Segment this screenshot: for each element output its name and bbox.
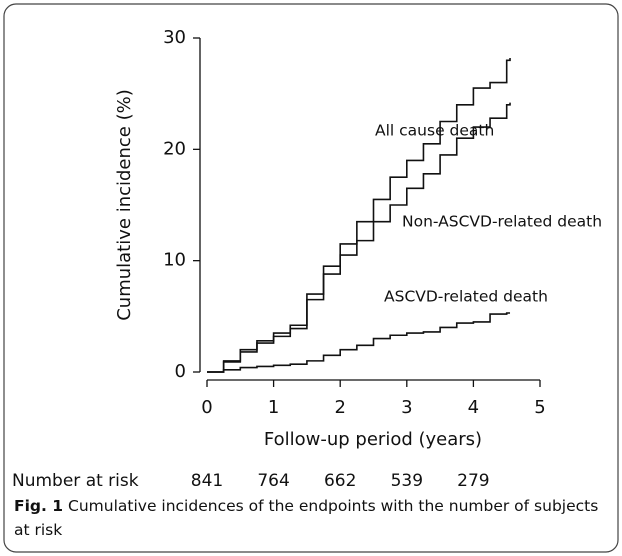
series-line [207,312,511,373]
x-tick-label: 4 [468,397,479,418]
caption-text: Cumulative incidences of the endpoints w… [14,497,599,539]
y-axis-title: Cumulative incidence (%) [114,89,135,321]
x-axis-title: Follow-up period (years) [264,429,482,450]
caption: Fig. 1 Cumulative incidences of the endp… [14,494,610,542]
risk-value: 841 [191,471,223,491]
frame [3,3,619,553]
series-label: ASCVD-related death [384,288,548,306]
risk-label: Number at risk [12,471,139,491]
series-label: Non-ASCVD-related death [402,213,602,231]
series-line [207,102,511,373]
y-tick-label: 20 [163,138,186,159]
x-tick-label: 5 [534,397,545,418]
risk-value: 662 [324,471,356,491]
y-tick-label: 10 [163,250,186,271]
risk-value: 279 [457,471,489,491]
caption-label: Fig. 1 [14,497,64,515]
x-tick-label: 3 [401,397,412,418]
x-tick-label: 0 [201,397,212,418]
x-tick-label: 2 [334,397,345,418]
y-tick-label: 30 [163,27,186,48]
risk-value: 764 [257,471,289,491]
x-tick-label: 1 [268,397,279,418]
series-label: All cause death [375,122,494,140]
y-tick-label: 0 [175,361,186,382]
risk-value: 539 [391,471,423,491]
